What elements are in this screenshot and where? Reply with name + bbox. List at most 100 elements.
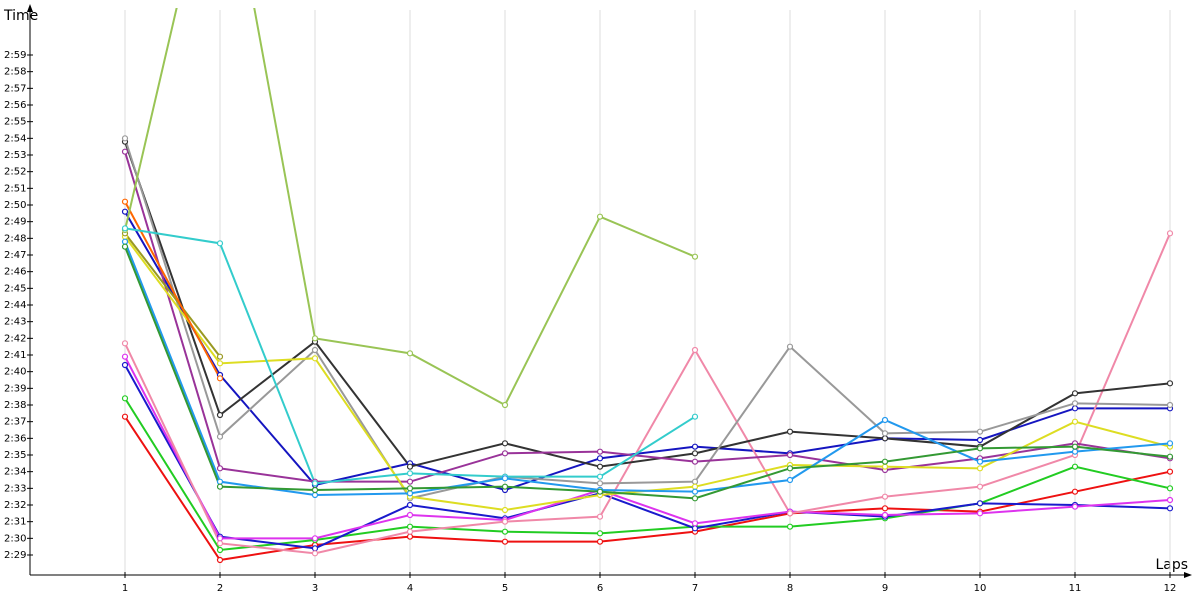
x-tick-label: 1 xyxy=(122,583,128,594)
data-point xyxy=(121,198,129,205)
data-point xyxy=(311,550,319,557)
y-tick-label: 2:33 xyxy=(4,483,26,494)
series-line xyxy=(124,364,1171,550)
data-point xyxy=(216,411,224,419)
y-tick-label: 2:40 xyxy=(4,367,26,378)
x-tick-label: 8 xyxy=(787,583,793,594)
x-tick-label: 10 xyxy=(974,583,987,594)
data-point xyxy=(691,495,699,502)
data-point xyxy=(121,225,129,232)
data-point xyxy=(406,501,414,509)
data-point xyxy=(786,510,794,517)
data-point xyxy=(406,511,414,519)
data-point xyxy=(216,353,224,360)
data-point xyxy=(976,510,984,517)
y-tick-label: 2:57 xyxy=(4,83,26,94)
data-point xyxy=(406,463,414,470)
y-tick-label: 2:46 xyxy=(4,267,26,278)
data-point xyxy=(881,505,889,512)
data-point xyxy=(121,238,129,245)
data-point xyxy=(311,480,319,487)
y-tick-label: 2:41 xyxy=(4,350,26,361)
y-tick-label: 2:51 xyxy=(4,183,26,194)
data-point xyxy=(406,478,414,485)
data-point xyxy=(1166,496,1174,504)
data-point xyxy=(216,535,224,542)
data-point xyxy=(596,463,604,470)
x-axis-arrow xyxy=(1184,572,1192,578)
y-tick-label: 2:39 xyxy=(4,383,26,394)
y-tick-label: 2:35 xyxy=(4,450,26,461)
data-point xyxy=(1071,418,1079,425)
x-tick-label: 7 xyxy=(692,583,698,594)
y-tick-label: 2:38 xyxy=(4,400,26,411)
data-point xyxy=(1166,380,1174,387)
y-tick-label: 2:30 xyxy=(4,533,26,544)
y-tick-label: 2:50 xyxy=(4,200,26,211)
x-tick-label: 4 xyxy=(407,583,413,594)
data-point xyxy=(691,450,699,457)
data-point xyxy=(501,528,509,535)
data-point xyxy=(691,346,699,354)
x-tick-label: 2 xyxy=(217,583,223,594)
data-point xyxy=(501,440,509,447)
data-point xyxy=(406,490,414,497)
y-tick-label: 2:49 xyxy=(4,217,26,228)
data-point xyxy=(1166,230,1174,237)
data-point xyxy=(1071,443,1079,450)
y-tick-label: 2:56 xyxy=(4,100,26,111)
y-tick-label: 2:52 xyxy=(4,167,26,178)
series-line xyxy=(124,246,1171,500)
data-point xyxy=(881,435,889,442)
y-tick-label: 2:42 xyxy=(4,333,26,344)
data-point xyxy=(1071,448,1079,455)
y-tick-label: 2:34 xyxy=(4,467,26,478)
series-line xyxy=(124,201,221,379)
data-point xyxy=(121,208,129,215)
y-tick-label: 2:44 xyxy=(4,300,26,311)
x-tick-label: 9 xyxy=(882,583,888,594)
data-point xyxy=(596,488,604,495)
data-point xyxy=(691,520,699,527)
data-point xyxy=(691,483,699,490)
data-point xyxy=(406,528,414,535)
data-point xyxy=(311,491,319,499)
data-point xyxy=(501,450,509,457)
data-point xyxy=(1166,505,1174,512)
data-point xyxy=(216,375,224,382)
series-line xyxy=(124,236,1171,512)
data-point xyxy=(1071,503,1079,510)
data-point xyxy=(1071,488,1079,495)
y-tick-label: 2:29 xyxy=(4,550,26,561)
data-point xyxy=(691,413,699,420)
series-line xyxy=(124,141,1171,468)
data-point xyxy=(786,476,794,484)
data-point xyxy=(216,556,224,564)
data-point xyxy=(976,483,984,490)
data-point xyxy=(406,485,414,492)
data-point xyxy=(786,343,794,350)
series-line xyxy=(124,356,1171,540)
data-point xyxy=(1166,485,1174,492)
data-point xyxy=(121,243,129,250)
data-point xyxy=(691,253,699,260)
data-point xyxy=(881,430,889,437)
x-axis-title: Laps xyxy=(1155,557,1188,573)
data-point xyxy=(881,416,889,424)
data-point xyxy=(1071,463,1079,470)
data-point xyxy=(881,458,889,465)
data-point xyxy=(121,135,129,142)
y-tick-label: 2:47 xyxy=(4,250,26,261)
data-point xyxy=(596,448,604,455)
data-point xyxy=(1071,405,1079,412)
data-point xyxy=(311,486,319,494)
data-point xyxy=(976,465,984,472)
data-point xyxy=(691,458,699,465)
x-tick-label: 6 xyxy=(597,583,603,594)
data-point xyxy=(501,538,509,545)
data-point xyxy=(596,213,604,220)
data-point xyxy=(216,465,224,472)
x-tick-label: 12 xyxy=(1164,583,1177,594)
data-point xyxy=(881,493,889,500)
